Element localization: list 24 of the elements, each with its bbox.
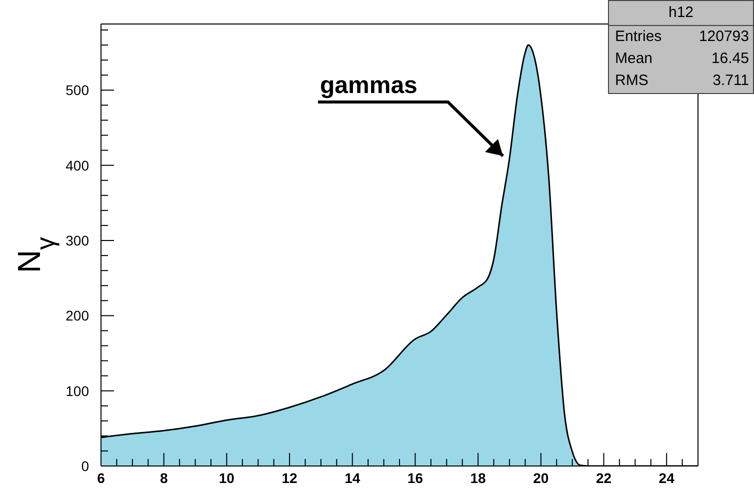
annotation: gammas [320, 72, 418, 99]
x-tick-label: 16 [407, 470, 424, 486]
annotation: Entries [615, 27, 662, 47]
y-tick-label: 200 [66, 308, 90, 324]
text: 3.711 [712, 71, 749, 91]
x-tick-label: 24 [658, 470, 675, 486]
x-tick-label: 22 [596, 470, 612, 486]
x-tick-label: 6 [97, 470, 106, 486]
text: h12 [609, 1, 753, 26]
x-tick-label: 12 [282, 470, 298, 486]
x-tick-label: 20 [533, 470, 549, 486]
y-tick-label: 100 [66, 382, 90, 399]
text: 120793 [698, 27, 749, 47]
y-tick-label: 300 [66, 232, 90, 248]
annotation: RMS [615, 71, 648, 91]
x-tick-label: 14 [344, 470, 360, 486]
x-tick-label: 18 [470, 470, 486, 486]
y-tick-label: 500 [66, 82, 90, 98]
text: 16.45 [711, 49, 749, 69]
y-tick-label: 0 [81, 458, 90, 474]
x-tick-label: 10 [218, 470, 235, 486]
y-tick-label: 400 [66, 157, 90, 174]
annotation: Mean [615, 49, 653, 69]
x-tick-label: 8 [160, 470, 168, 486]
